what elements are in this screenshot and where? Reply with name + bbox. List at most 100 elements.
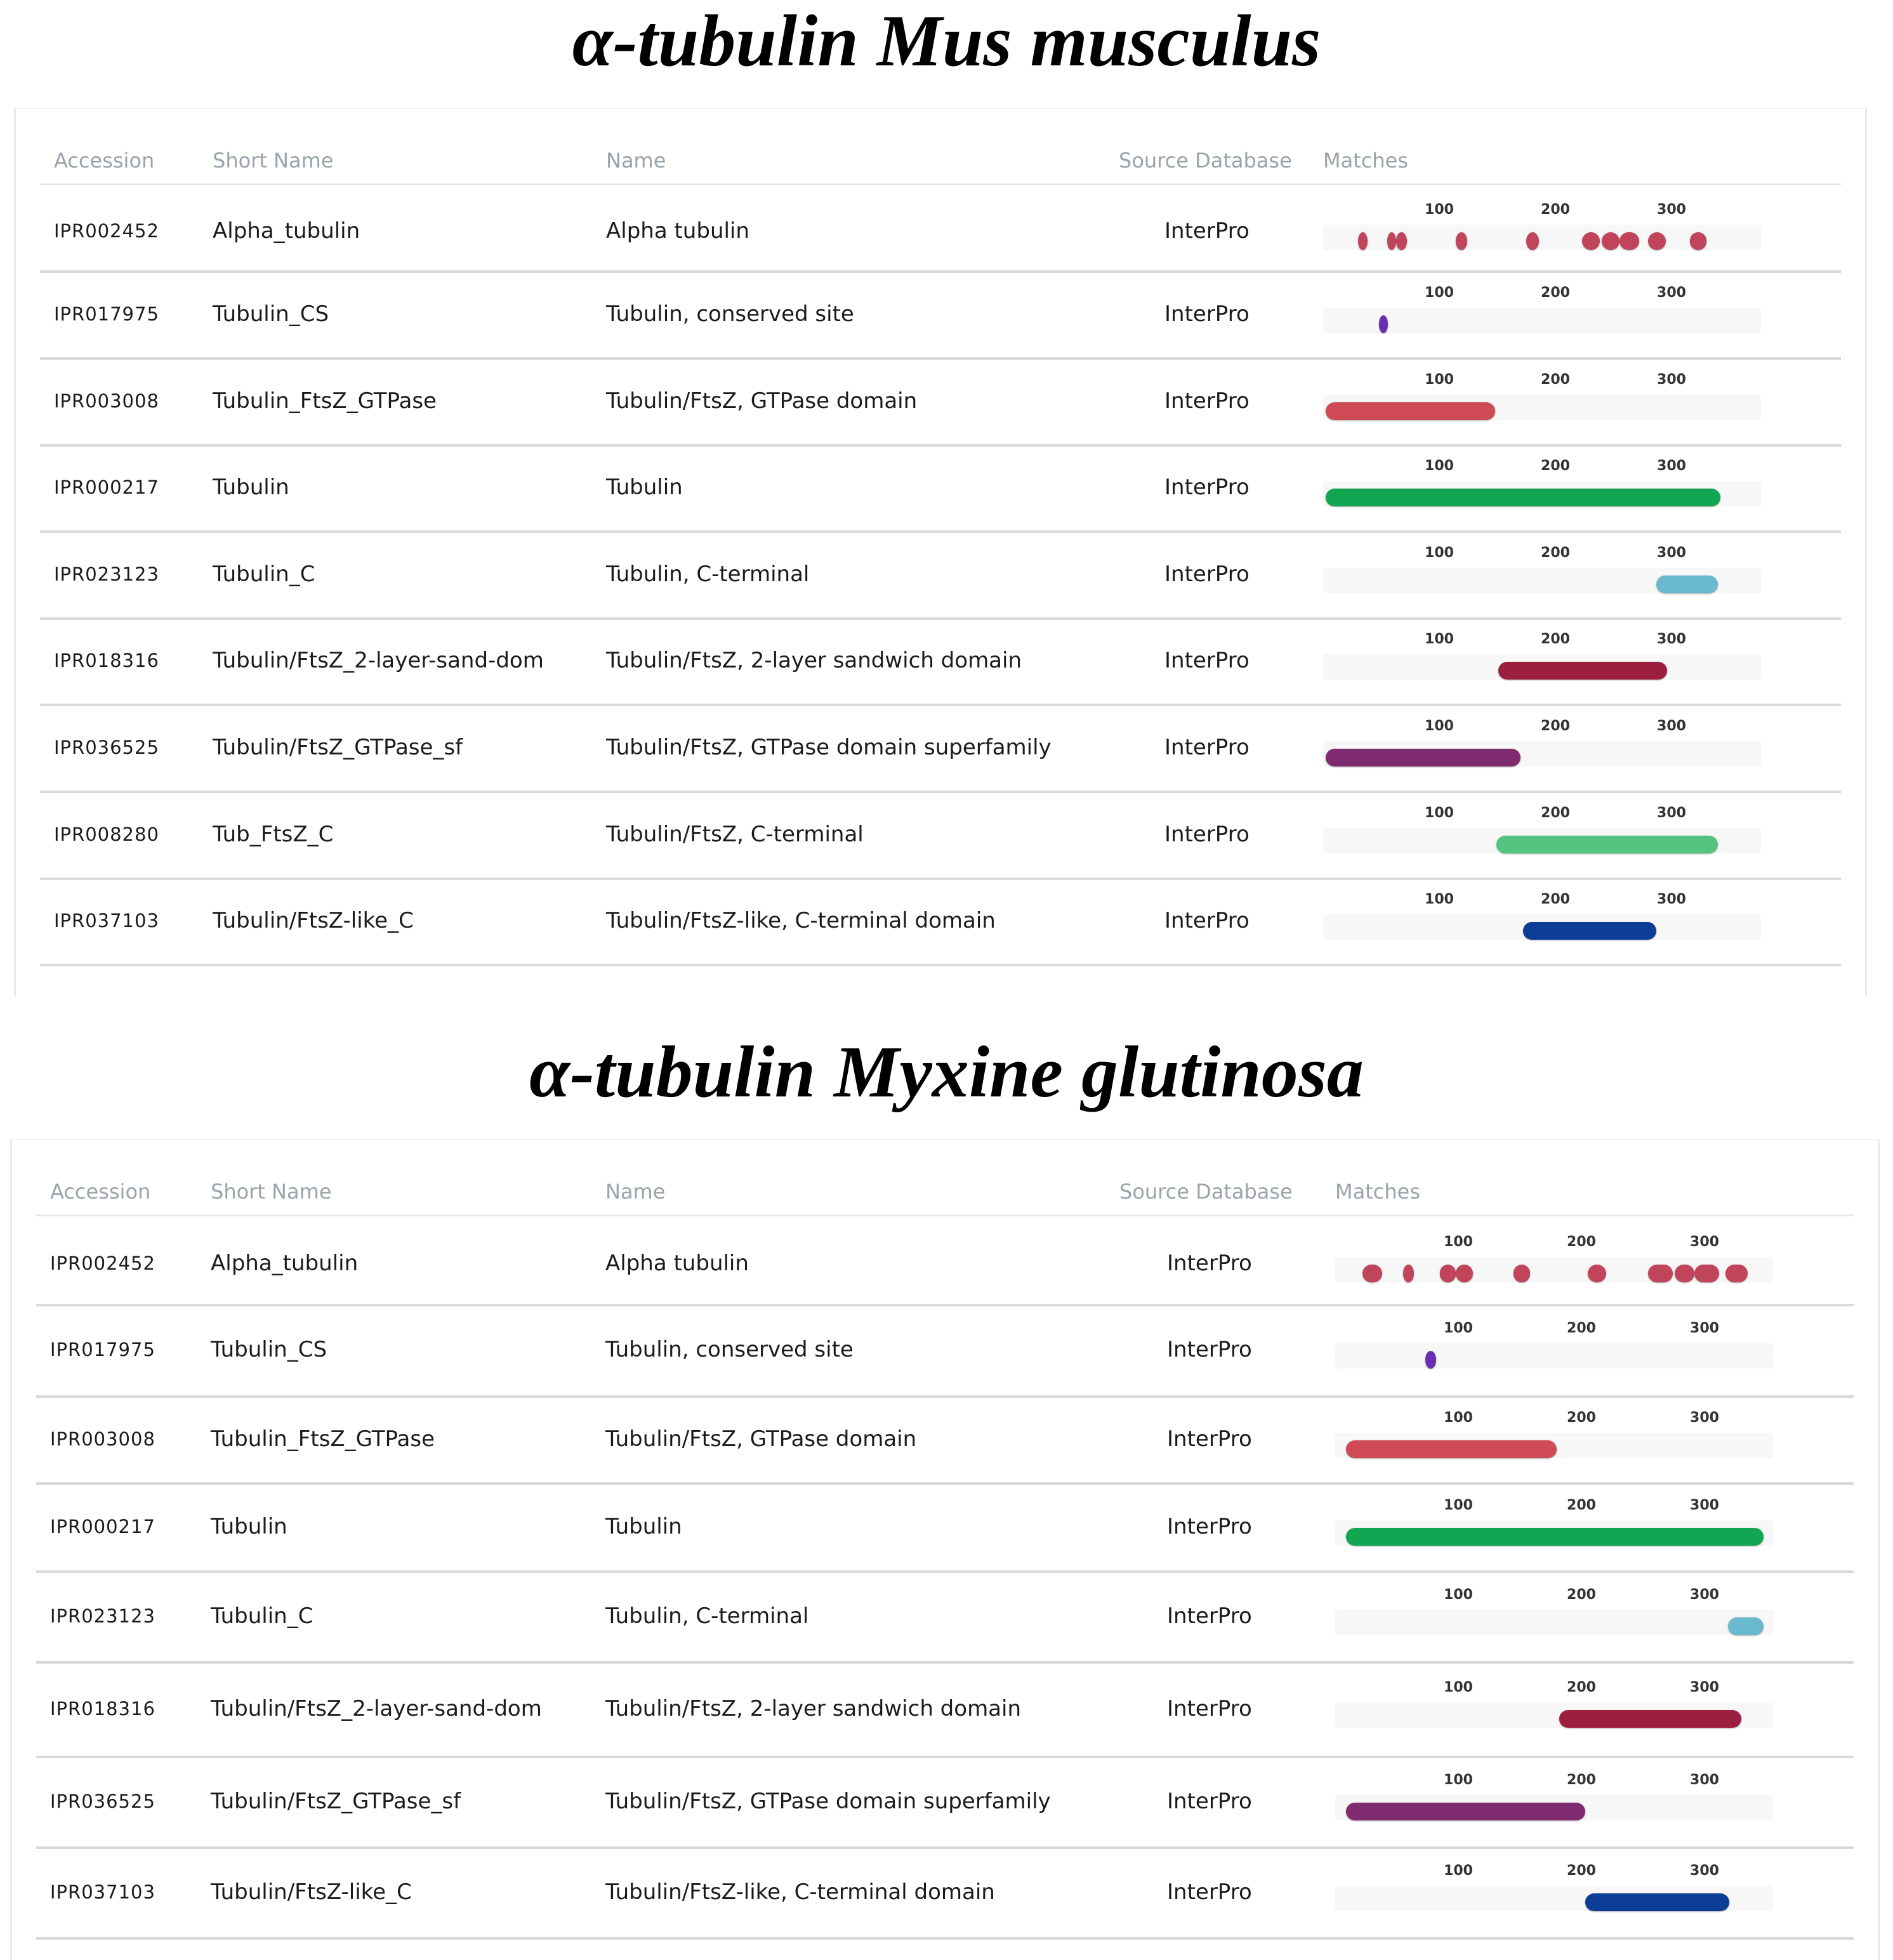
table-row[interactable]: IPR037103 Tubulin/FtsZ-like_C Tubulin/FtsZ…	[40, 878, 1841, 966]
header-short-name[interactable]: Short Name	[211, 1180, 332, 1204]
match-segment[interactable]	[1346, 1527, 1764, 1546]
match-segment[interactable]	[1585, 1893, 1729, 1911]
accession-link[interactable]: IPR000217	[54, 477, 159, 498]
accession-link[interactable]: IPR018316	[50, 1697, 155, 1720]
match-segment[interactable]	[1647, 1265, 1673, 1282]
matches-track: 100 200 300	[1323, 704, 1761, 791]
matches-track: 100 200 300	[1335, 1570, 1773, 1661]
match-segment[interactable]	[1582, 232, 1600, 250]
table-row[interactable]: IPR002452 Alpha_tubulin Alpha tubulin Inter…	[40, 192, 1841, 273]
accession-link[interactable]: IPR018316	[54, 650, 159, 671]
match-segment[interactable]	[1325, 402, 1495, 420]
match-segment[interactable]	[1425, 1351, 1437, 1369]
match-segment[interactable]	[1396, 232, 1407, 250]
scale-tick-label: 300	[1690, 1320, 1719, 1336]
accession-link[interactable]: IPR023123	[54, 563, 159, 585]
match-segment[interactable]	[1725, 1265, 1748, 1282]
match-segment[interactable]	[1587, 1265, 1606, 1282]
match-segment[interactable]	[1690, 232, 1706, 250]
accession-link[interactable]: IPR000217	[50, 1515, 155, 1537]
accession-link[interactable]: IPR003008	[54, 390, 159, 412]
table-header: Accession Short Name Name Source Database Ma…	[36, 1169, 1854, 1216]
header-source-database[interactable]: Source Database	[1119, 148, 1292, 173]
accession-link[interactable]: IPR036525	[50, 1790, 155, 1812]
match-segment[interactable]	[1456, 1265, 1474, 1282]
header-name[interactable]: Name	[606, 148, 666, 173]
header-source-database[interactable]: Source Database	[1119, 1180, 1293, 1204]
table-row[interactable]: IPR003008 Tubulin_FtsZ_GTPase Tubulin/FtsZ…	[36, 1395, 1854, 1485]
table-row[interactable]: IPR008280 Tub_FtsZ_C Tubulin/FtsZ, C-termi…	[40, 791, 1841, 880]
match-segment[interactable]	[1559, 1709, 1742, 1728]
scale-tick-label: 300	[1690, 1586, 1719, 1603]
entry-name: Tubulin/FtsZ, GTPase domain superfamily	[606, 734, 1052, 760]
table-row[interactable]: IPR036525 Tubulin/FtsZ_GTPase_sf Tubulin/F…	[36, 1756, 1854, 1849]
accession-link[interactable]: IPR036525	[54, 736, 159, 758]
table-row[interactable]: IPR002452 Alpha_tubulin Alpha tubulin Inter…	[36, 1223, 1854, 1306]
match-segment[interactable]	[1619, 232, 1639, 250]
table-row[interactable]: IPR036525 Tubulin/FtsZ_GTPase_sf Tubulin/F…	[40, 704, 1841, 793]
results-table: Accession Short Name Name Source Database Ma…	[10, 1139, 1880, 1960]
match-segment[interactable]	[1357, 232, 1368, 250]
header-name[interactable]: Name	[605, 1180, 666, 1204]
table-row[interactable]: IPR000217 Tubulin Tubulin InterPro 100 200 300	[36, 1482, 1854, 1573]
table-row[interactable]: IPR017975 Tubulin_CS Tubulin, conserved si…	[40, 270, 1841, 360]
match-segment[interactable]	[1402, 1265, 1415, 1282]
table-row[interactable]: IPR018316 Tubulin/FtsZ_2-layer-sand-dom Tu…	[40, 617, 1841, 706]
header-matches[interactable]: Matches	[1323, 148, 1408, 173]
accession-link[interactable]: IPR002452	[50, 1253, 155, 1274]
source-database: InterPro	[1164, 561, 1250, 587]
match-segment[interactable]	[1378, 315, 1388, 333]
table-row[interactable]: IPR018316 Tubulin/FtsZ_2-layer-sand-dom Tu…	[36, 1661, 1854, 1758]
match-segment[interactable]	[1602, 232, 1619, 250]
header-short-name[interactable]: Short Name	[213, 148, 334, 173]
short-name: Tubulin_FtsZ_GTPase	[213, 388, 437, 414]
match-segment[interactable]	[1325, 489, 1720, 506]
scale-tick-label: 100	[1425, 891, 1454, 907]
match-segment[interactable]	[1325, 748, 1521, 766]
match-segment[interactable]	[1514, 1265, 1530, 1282]
match-segment[interactable]	[1694, 1265, 1720, 1282]
header-accession[interactable]: Accession	[50, 1180, 151, 1204]
scale-tick-label: 100	[1425, 202, 1454, 218]
match-segment[interactable]	[1526, 232, 1540, 250]
header-matches[interactable]: Matches	[1335, 1180, 1420, 1204]
matches-track: 100 200 300	[1335, 1756, 1773, 1846]
match-segment[interactable]	[1387, 232, 1396, 250]
accession-link[interactable]: IPR008280	[54, 823, 159, 845]
accession-link[interactable]: IPR002452	[54, 220, 159, 242]
accession-link[interactable]: IPR017975	[50, 1339, 155, 1360]
match-segment[interactable]	[1496, 835, 1718, 853]
table-row[interactable]: IPR023123 Tubulin_C Tubulin, C-terminal Int…	[40, 530, 1841, 620]
table-row[interactable]: IPR000217 Tubulin Tubulin InterPro 100 200 300	[40, 444, 1841, 533]
scale-tick-label: 100	[1444, 1586, 1473, 1603]
entry-name: Tubulin/FtsZ, C-terminal	[606, 821, 864, 847]
accession-link[interactable]: IPR023123	[50, 1605, 155, 1627]
accession-link[interactable]: IPR037103	[50, 1881, 155, 1903]
table-row[interactable]: IPR017975 Tubulin_CS Tubulin, conserved si…	[36, 1304, 1854, 1398]
accession-link[interactable]: IPR037103	[54, 910, 159, 931]
scale-tick-label: 200	[1567, 1320, 1596, 1336]
table-row[interactable]: IPR003008 Tubulin_FtsZ_GTPase Tubulin/FtsZ…	[40, 357, 1841, 447]
matches-track: 100 200 300	[1335, 1482, 1773, 1570]
match-segment[interactable]	[1362, 1265, 1382, 1282]
match-segment[interactable]	[1675, 1265, 1695, 1282]
table-row[interactable]: IPR023123 Tubulin_C Tubulin, C-terminal Int…	[36, 1570, 1854, 1664]
entry-name: Tubulin/FtsZ-like, C-terminal domain	[606, 908, 996, 933]
match-segment[interactable]	[1455, 232, 1467, 250]
match-segment[interactable]	[1439, 1265, 1456, 1282]
match-segment[interactable]	[1498, 662, 1667, 680]
match-segment[interactable]	[1648, 232, 1666, 250]
scale-tick-label: 100	[1425, 544, 1454, 561]
table-row[interactable]: IPR037103 Tubulin/FtsZ-like_C Tubulin/FtsZ…	[36, 1846, 1854, 1940]
match-segment[interactable]	[1346, 1802, 1585, 1820]
scale-tick-label: 200	[1567, 1234, 1596, 1250]
accession-link[interactable]: IPR003008	[50, 1428, 155, 1450]
accession-link[interactable]: IPR017975	[54, 303, 159, 325]
scale-tick-label: 200	[1567, 1862, 1596, 1879]
header-accession[interactable]: Accession	[54, 148, 155, 173]
match-segment[interactable]	[1522, 922, 1657, 940]
match-segment[interactable]	[1346, 1440, 1557, 1458]
match-segment[interactable]	[1656, 575, 1718, 593]
match-segment[interactable]	[1727, 1617, 1764, 1635]
matches-track: 100 200 300	[1335, 1304, 1773, 1395]
